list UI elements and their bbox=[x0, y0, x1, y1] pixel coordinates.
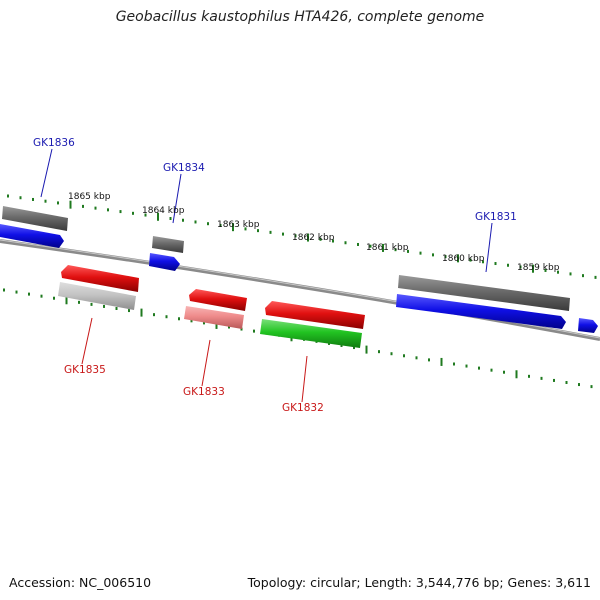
gene-feature[interactable] bbox=[184, 306, 244, 329]
gene-feature[interactable] bbox=[260, 319, 362, 348]
gene-label[interactable]: GK1836 bbox=[33, 137, 75, 149]
kbp-label: 1865 kbp bbox=[68, 192, 111, 202]
gene-feature[interactable] bbox=[149, 253, 180, 271]
gene-feature[interactable] bbox=[61, 265, 139, 292]
gene-feature[interactable] bbox=[189, 289, 247, 311]
topology-info: Topology: circular; Length: 3,544,776 bp… bbox=[247, 575, 591, 590]
gene-feature[interactable] bbox=[398, 275, 570, 311]
leader-line bbox=[201, 339, 211, 387]
kbp-label: 1862 kbp bbox=[292, 233, 335, 243]
gene-label[interactable]: GK1831 bbox=[475, 211, 517, 223]
gene-feature[interactable] bbox=[152, 236, 184, 253]
gene-feature[interactable] bbox=[265, 301, 365, 329]
gene-feature[interactable] bbox=[2, 206, 68, 231]
leader-line bbox=[485, 222, 493, 273]
gene-feature[interactable] bbox=[58, 282, 136, 310]
map-title: Geobacillus kaustophilus HTA426, complet… bbox=[115, 9, 485, 25]
gene-label[interactable]: GK1832 bbox=[282, 402, 324, 414]
genome-backbone bbox=[0, 239, 600, 341]
kbp-label: 1863 kbp bbox=[217, 220, 260, 230]
gene-label[interactable]: GK1833 bbox=[183, 386, 225, 398]
leader-line bbox=[40, 148, 53, 198]
gene-feature[interactable] bbox=[578, 318, 598, 333]
kbp-label: 1859 kbp bbox=[517, 263, 560, 273]
kbp-label: 1861 kbp bbox=[366, 243, 409, 253]
accession-info: Accession: NC_006510 bbox=[9, 575, 152, 590]
leader-line bbox=[301, 355, 308, 403]
gene-feature[interactable] bbox=[0, 224, 64, 248]
gene-label[interactable]: GK1834 bbox=[163, 162, 205, 174]
kbp-label: 1860 kbp bbox=[442, 254, 485, 264]
gene-feature[interactable] bbox=[396, 294, 566, 329]
kbp-label: 1864 kbp bbox=[142, 206, 185, 216]
leader-line bbox=[172, 173, 182, 224]
leader-line bbox=[81, 317, 93, 365]
gene-label[interactable]: GK1835 bbox=[64, 364, 106, 376]
